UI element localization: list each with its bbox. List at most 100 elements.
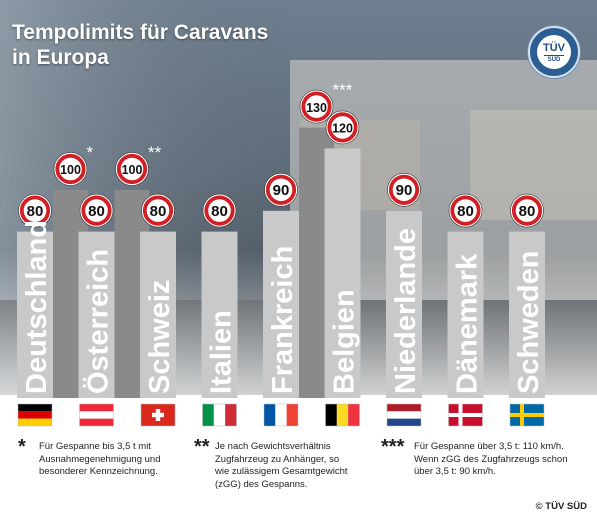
- footnote-1-line-2: Ausnahmegenehmigung und: [39, 453, 161, 465]
- speed-sign-frankreich-value: 90: [273, 182, 290, 199]
- bar-schweden: [509, 231, 545, 398]
- speed-sign-italien-value: 80: [211, 203, 228, 220]
- speed-sign-caravan-sterreich: 100: [115, 152, 149, 186]
- footnote-1-line-3: besonderer Kennzeichnung.: [39, 466, 158, 477]
- italy-flag-part: [225, 404, 237, 426]
- speed-sign-sterreich-ring: [81, 195, 112, 226]
- country-label-schweiz: Schweiz: [144, 280, 176, 394]
- page-title: Tempolimits für Caravans in Europa: [12, 20, 268, 70]
- germany-flag: [17, 403, 53, 427]
- germany-flag-border: [17, 403, 53, 427]
- netherlands-flag: [386, 403, 422, 427]
- speed-sign-caravan-deutschland: 100: [53, 152, 88, 186]
- speed-sign-niederlande-value: 90: [396, 182, 413, 199]
- speed-sign-caravan-frankreich-ring: [301, 91, 332, 122]
- country-label-italien: Italien: [206, 310, 238, 394]
- france-flag: [263, 403, 299, 427]
- speed-sign-sterreich-value: 80: [88, 203, 105, 220]
- country-label-frankreich: Frankreich: [267, 246, 299, 394]
- logo-text-bottom: SÜD: [544, 55, 564, 64]
- footnote-3-line-3: über 3,5 t: 90 km/h.: [414, 466, 496, 477]
- speed-sign-caravan-deutschland-ring: [55, 153, 86, 185]
- bar-deutschland: [17, 231, 53, 398]
- country-label-dnemark: Dänemark: [452, 253, 484, 394]
- tuv-sud-logo: TÜV SÜD: [528, 26, 580, 78]
- footnote-3-line-1: Für Gespanne über 3,5 t: 110 km/h.: [414, 441, 564, 452]
- switzerland-flag-border: [140, 403, 176, 427]
- speed-sign-schweiz: 80: [141, 193, 175, 228]
- austria-flag-part: [79, 418, 114, 426]
- speed-sign-belgien-ring: [327, 112, 358, 143]
- switzerland-flag: [140, 403, 176, 427]
- speed-sign-deutschland-ring: [19, 195, 51, 226]
- speed-sign-italien: 80: [202, 193, 237, 228]
- bar-schweiz: [140, 231, 176, 398]
- country-label-schweden: Schweden: [513, 251, 545, 394]
- speed-sign-deutschland: 80: [18, 193, 52, 228]
- italy-flag-border: [202, 403, 237, 427]
- netherlands-flag-part: [387, 418, 421, 426]
- speed-sign-caravan-sterreich-ring: [116, 153, 148, 185]
- footnote-3-line-2: Wenn zGG des Zugfahrzeugs schon: [414, 453, 568, 465]
- footnote-2-line-1: Je nach Gewichtsverhältnis: [215, 441, 331, 452]
- belgium-flag-border: [325, 403, 360, 427]
- footnote-3-mark: ***: [381, 436, 405, 458]
- country-label-belgien: Belgien: [329, 289, 361, 394]
- country-label-sterreich: Österreich: [82, 249, 115, 394]
- belgium-flag: [325, 403, 360, 427]
- italy-flag-part: [202, 404, 214, 426]
- speed-sign-deutschland-value: 80: [27, 203, 44, 220]
- country-label-deutschland: Deutschland: [21, 220, 53, 394]
- footnote-1-line-1: Für Gespanne bis 3,5 t mit: [39, 441, 151, 452]
- germany-flag-part: [18, 404, 52, 412]
- copyright-text: © TÜV SÜD: [535, 501, 587, 512]
- footnote-mark-sterreich: **: [148, 143, 162, 162]
- sweden-flag-part: [510, 413, 544, 417]
- austria-flag-border: [79, 403, 114, 427]
- speed-sign-italien-ring: [204, 195, 235, 226]
- footnote-2: ** Je nach Gewichtsverhältnis Zugfahrzeu…: [194, 437, 364, 501]
- france-flag-part: [275, 404, 287, 426]
- footnote-3: *** Für Gespanne über 3,5 t: 110 km/h. W…: [381, 437, 591, 491]
- bar-dnemark: [447, 231, 484, 398]
- bar-frankreich: [263, 210, 299, 398]
- country-label-niederlande: Niederlande: [390, 228, 422, 394]
- title-line-1: Tempolimits für Caravans: [12, 21, 269, 44]
- bar-belgien: [324, 148, 361, 398]
- bar-sterreich: [78, 231, 115, 398]
- belgium-flag-part: [348, 404, 360, 426]
- speed-sign-niederlande: 90: [387, 173, 421, 207]
- speed-sign-schweden-value: 80: [519, 203, 536, 220]
- speed-sign-niederlande-ring: [388, 174, 420, 205]
- switzerland-flag-part: [152, 412, 164, 418]
- speed-sign-caravan-frankreich: 130: [299, 89, 334, 124]
- netherlands-flag-part: [387, 404, 421, 412]
- footnote-mark-deutschland: *: [87, 143, 94, 162]
- austria-flag-part: [79, 404, 114, 412]
- bar-italien: [201, 231, 238, 398]
- belgium-flag-part: [325, 404, 337, 426]
- speed-sign-frankreich: 90: [264, 173, 298, 207]
- france-flag-part: [286, 404, 298, 426]
- logo-text-top: TÜV: [543, 42, 565, 54]
- denmark-flag-border: [448, 403, 483, 427]
- denmark-flag: [448, 403, 483, 427]
- speed-sign-belgien: 120: [325, 110, 360, 145]
- speed-sign-schweiz-ring: [142, 195, 174, 226]
- france-flag-part: [264, 404, 276, 426]
- austria-flag-part: [79, 411, 114, 419]
- denmark-flag-part: [448, 413, 483, 417]
- speed-sign-dnemark-value: 80: [457, 203, 474, 220]
- sweden-flag-border: [509, 403, 545, 427]
- speed-sign-schweiz-value: 80: [150, 203, 167, 220]
- speed-sign-frankreich-ring: [265, 174, 297, 205]
- footnote-2-line-4: (zGG) des Gespanns.: [215, 478, 308, 490]
- footnote-2-mark: **: [194, 436, 210, 458]
- title-line-2: in Europa: [12, 46, 109, 69]
- speed-sign-dnemark-ring: [450, 195, 481, 226]
- footnote-mark-frankreich: ***: [333, 81, 353, 100]
- italy-flag-part: [213, 404, 226, 426]
- footnote-1-mark: *: [18, 436, 26, 458]
